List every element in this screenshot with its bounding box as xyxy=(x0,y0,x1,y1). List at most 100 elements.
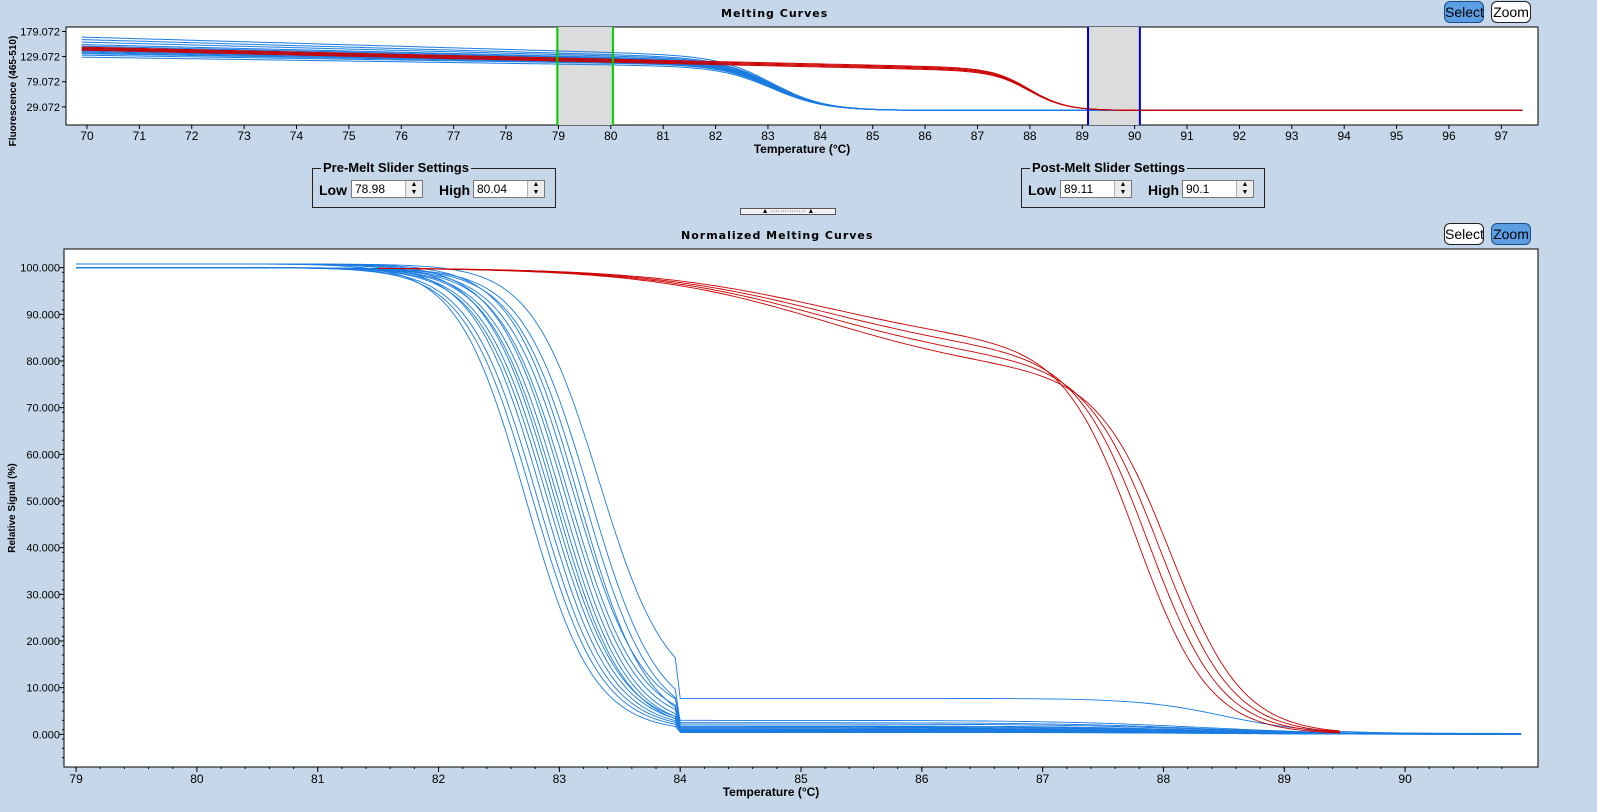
bottom-y-tick-label: 30.000 xyxy=(26,589,60,601)
bottom-blue-curve xyxy=(76,267,1522,735)
bottom-y-tick-label: 60.000 xyxy=(26,449,60,461)
postmelt-high-label: High xyxy=(1148,182,1180,198)
spin-up-icon[interactable]: ▲ xyxy=(1241,181,1249,188)
bottom-x-tick-label: 86 xyxy=(915,772,929,786)
bottom-x-tick-label: 85 xyxy=(794,772,808,786)
top-x-tick-label: 97 xyxy=(1495,129,1509,143)
bottom-select-button[interactable]: Select xyxy=(1444,223,1484,245)
top-x-tick-label: 75 xyxy=(342,129,356,143)
top-x-tick-label: 92 xyxy=(1233,129,1247,143)
top-x-tick-label: 73 xyxy=(237,129,251,143)
premelt-low-spinner[interactable]: ▲ ▼ xyxy=(351,180,423,198)
top-y-tick-label: 29.072 xyxy=(26,102,60,114)
top-x-tick-label: 82 xyxy=(709,129,723,143)
top-y-tick-label: 79.072 xyxy=(26,77,60,89)
spin-down-icon[interactable]: ▼ xyxy=(1119,189,1127,196)
premelt-low-spin-buttons[interactable]: ▲ ▼ xyxy=(405,181,422,197)
premelt-high-spinner[interactable]: ▲ ▼ xyxy=(473,180,545,198)
bottom-red-curve xyxy=(378,267,1340,732)
top-x-tick-label: 91 xyxy=(1180,129,1194,143)
bottom-x-tick-label: 79 xyxy=(69,772,83,786)
top-x-tick-label: 79 xyxy=(552,129,566,143)
top-select-button[interactable]: Select xyxy=(1444,1,1484,23)
premelt-low-label: Low xyxy=(319,182,347,198)
postmelt-low-spinner[interactable]: ▲ ▼ xyxy=(1060,180,1132,198)
spin-down-icon[interactable]: ▼ xyxy=(1241,189,1249,196)
bottom-y-tick-label: 20.000 xyxy=(26,636,60,648)
premelt-settings-group: Pre-Melt Slider Settings Low ▲ ▼ High ▲ … xyxy=(312,160,556,208)
panel-splitter-handle[interactable]: ▲ ··············· ▲ xyxy=(740,208,836,215)
top-x-tick-label: 88 xyxy=(1023,129,1037,143)
top-zoom-button[interactable]: Zoom xyxy=(1491,1,1531,23)
bottom-y-tick-label: 80.000 xyxy=(26,356,60,368)
normalized-melting-curves-chart[interactable]: 100.000 90.000 80.000 70.000 60.000 50.000 40.… xyxy=(0,246,1560,810)
melting-curves-title: Melting Curves xyxy=(721,7,829,20)
bottom-zoom-button[interactable]: Zoom xyxy=(1491,223,1531,245)
top-x-tick-label: 72 xyxy=(185,129,199,143)
top-x-tick-label: 85 xyxy=(866,129,880,143)
premelt-high-input[interactable] xyxy=(474,181,526,197)
bottom-y-tick-label: 0.000 xyxy=(32,729,60,741)
bottom-x-tick-label: 80 xyxy=(190,772,204,786)
postmelt-low-input[interactable] xyxy=(1061,181,1113,197)
bottom-x-tick-label: 90 xyxy=(1398,772,1412,786)
bottom-x-tick-label: 83 xyxy=(553,772,567,786)
premelt-high-label: High xyxy=(439,182,471,198)
top-x-tick-label: 95 xyxy=(1390,129,1404,143)
bottom-plot-area xyxy=(63,248,1539,768)
spin-up-icon[interactable]: ▲ xyxy=(532,181,540,188)
bottom-x-axis-label: Temperature (°C) xyxy=(723,785,820,799)
melting-curves-chart[interactable]: 179.072 129.072 79.072 29.072 70 71 72 73 74 75 76… xyxy=(0,22,1560,162)
spin-up-icon[interactable]: ▲ xyxy=(1119,181,1127,188)
postmelt-high-spin-buttons[interactable]: ▲ ▼ xyxy=(1236,181,1253,197)
top-x-tick-label: 76 xyxy=(395,129,409,143)
top-y-tick-label: 129.072 xyxy=(20,52,60,64)
bottom-x-tick-label: 81 xyxy=(311,772,325,786)
top-red-curve xyxy=(81,49,1523,111)
top-x-tick-label: 96 xyxy=(1442,129,1456,143)
bottom-y-tick-label: 50.000 xyxy=(26,496,60,508)
premelt-high-spin-buttons[interactable]: ▲ ▼ xyxy=(527,181,544,197)
postmelt-region xyxy=(1088,27,1140,125)
top-x-tick-label: 77 xyxy=(447,129,461,143)
bottom-y-tick-label: 40.000 xyxy=(26,543,60,555)
top-y-axis-label: Fluorescence (465-510) xyxy=(8,36,19,147)
bottom-x-tick-label: 89 xyxy=(1278,772,1292,786)
top-x-axis-label: Temperature (°C) xyxy=(754,142,851,156)
postmelt-low-label: Low xyxy=(1028,182,1056,198)
top-x-tick-label: 74 xyxy=(290,129,304,143)
spin-up-icon[interactable]: ▲ xyxy=(410,181,418,188)
premelt-low-input[interactable] xyxy=(352,181,404,197)
spin-down-icon[interactable]: ▼ xyxy=(532,189,540,196)
postmelt-settings-group: Post-Melt Slider Settings Low ▲ ▼ High ▲… xyxy=(1021,160,1265,208)
top-x-tick-label: 80 xyxy=(604,129,618,143)
bottom-y-tick-label: 90.000 xyxy=(26,309,60,321)
postmelt-low-spin-buttons[interactable]: ▲ ▼ xyxy=(1114,181,1131,197)
postmelt-high-spinner[interactable]: ▲ ▼ xyxy=(1182,180,1254,198)
top-x-tick-label: 94 xyxy=(1337,129,1351,143)
spin-down-icon[interactable]: ▼ xyxy=(410,189,418,196)
bottom-y-tick-label: 100.000 xyxy=(20,263,60,275)
top-x-tick-label: 87 xyxy=(971,129,985,143)
top-x-tick-label: 93 xyxy=(1285,129,1299,143)
bottom-y-tick-label: 70.000 xyxy=(26,403,60,415)
premelt-legend: Pre-Melt Slider Settings xyxy=(321,160,471,175)
top-x-tick-label: 78 xyxy=(499,129,513,143)
bottom-x-tick-label: 84 xyxy=(674,772,688,786)
top-x-tick-label: 89 xyxy=(1076,129,1090,143)
postmelt-legend: Post-Melt Slider Settings xyxy=(1030,160,1188,175)
top-x-tick-label: 70 xyxy=(80,129,94,143)
top-x-tick-label: 81 xyxy=(657,129,671,143)
postmelt-high-input[interactable] xyxy=(1183,181,1235,197)
bottom-y-tick-label: 10.000 xyxy=(26,683,60,695)
bottom-x-tick-label: 87 xyxy=(1036,772,1050,786)
top-y-tick-label: 179.072 xyxy=(20,26,60,38)
top-x-tick-label: 83 xyxy=(761,129,775,143)
normalized-melting-curves-title: Normalized Melting Curves xyxy=(681,229,874,242)
top-x-tick-label: 84 xyxy=(814,129,828,143)
bottom-y-axis-label: Relative Signal (%) xyxy=(7,463,18,552)
premelt-region xyxy=(557,27,613,125)
bottom-x-tick-label: 88 xyxy=(1157,772,1171,786)
bottom-blue-curve xyxy=(76,263,1522,734)
